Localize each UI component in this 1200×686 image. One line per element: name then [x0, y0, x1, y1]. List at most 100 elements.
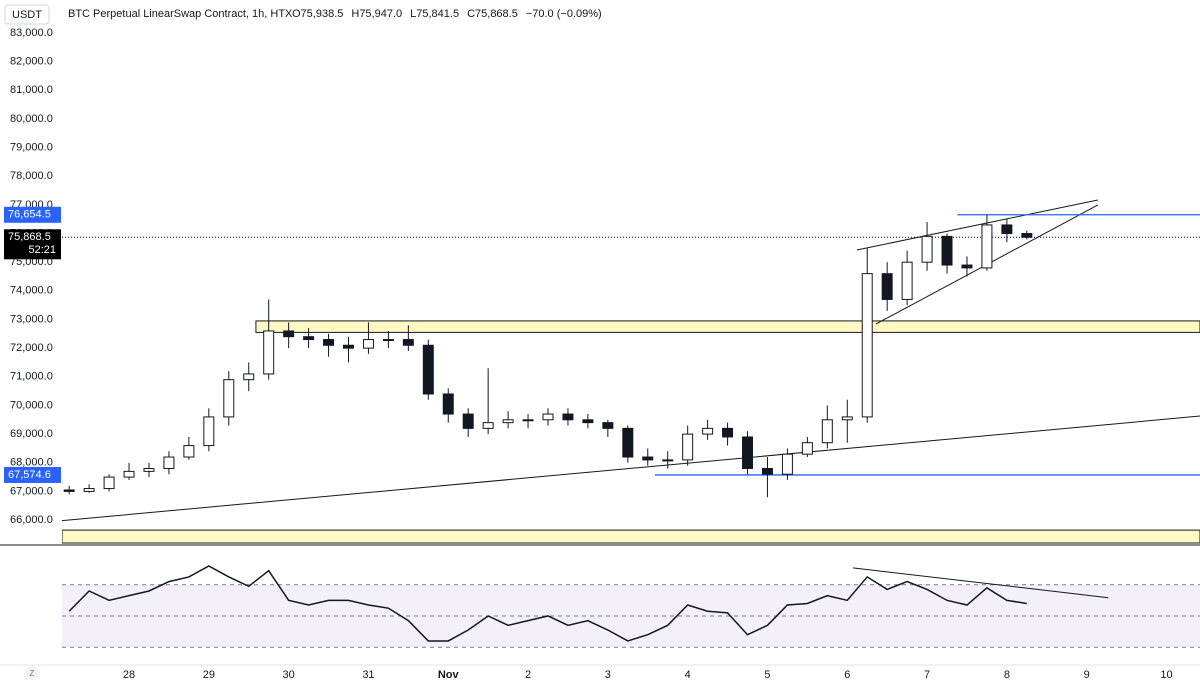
x-tick-label: Nov [438, 669, 460, 681]
ohlc-legend: O75,938.5 H75,947.0 L75,841.5 C75,868.5 −70.… [292, 8, 602, 20]
legend-value: −70.0 (−0.09%) [526, 8, 602, 20]
trend-line [62, 415, 1200, 522]
legend-value: C75,868.5 [467, 8, 518, 20]
y-tick-label: 82,000.0 [10, 56, 53, 68]
y-tick-label: 69,000.0 [10, 428, 53, 440]
candle-body [63, 489, 75, 492]
price-label: 75,868.5 [8, 231, 51, 243]
currency[interactable]: USDT [12, 9, 42, 21]
candle-body [682, 433, 694, 461]
candle-body [781, 453, 793, 475]
candle-body [582, 419, 594, 424]
x-tick-label: 28 [123, 669, 135, 681]
price-label: 67,574.6 [8, 469, 51, 481]
y-tick-label: 73,000.0 [10, 313, 53, 325]
rsi-line [68, 565, 1027, 642]
candle-body [482, 422, 494, 429]
candle-body [901, 261, 913, 300]
chart-title: BTC Perpetual LinearSwap Contract, 1h, H… [68, 8, 293, 20]
candle-body [422, 344, 434, 395]
candle-body [123, 470, 135, 478]
y-tick-label: 83,000.0 [10, 27, 53, 39]
candle-body [1001, 224, 1013, 235]
candle-body [143, 467, 155, 472]
candle-body [662, 459, 674, 462]
price-pane [62, 199, 1200, 544]
price-label-box [4, 229, 61, 260]
zone [255, 320, 1200, 333]
candle-body [243, 373, 255, 381]
x-tick-label: 9 [1084, 669, 1090, 681]
candle-body [343, 344, 354, 349]
y-tick-label: 80,000.0 [10, 113, 53, 125]
y-tick-label: 78,000.0 [10, 170, 53, 182]
candle-body [881, 273, 893, 300]
candle-body [941, 235, 953, 266]
candle-body [362, 339, 374, 349]
price-label: 76,654.5 [8, 209, 51, 221]
candle-body [542, 413, 554, 421]
candle-body [602, 422, 614, 429]
candle-body [861, 273, 873, 418]
candle-body [522, 419, 534, 422]
legend-value: L75,841.5 [410, 8, 459, 20]
y-tick-label: 66,000.0 [10, 514, 53, 526]
x-tick-label: 4 [685, 669, 691, 681]
candle-body [502, 419, 514, 424]
x-tick-label: 10 [1160, 669, 1172, 681]
x-tick-label: 6 [844, 669, 850, 681]
y-tick-label: 68,000.0 [10, 457, 53, 469]
trend-line [856, 199, 1098, 251]
candle-body [1021, 233, 1033, 238]
candle-body [83, 488, 95, 492]
candle-body [841, 416, 853, 421]
price-label-box [4, 206, 61, 223]
zoom-icon[interactable]: Z [30, 669, 35, 678]
y-tick-label: 67,000.0 [10, 485, 53, 497]
x-tick-label: 5 [764, 669, 770, 681]
candle-body [323, 339, 335, 346]
candle-body [402, 339, 414, 346]
legend-value: O75,938.5 [292, 8, 343, 20]
candle-body [103, 476, 115, 490]
candle-body [223, 379, 235, 418]
overlay: 66,000.0 67,000.0 68,000.0 69,000.0 70,000.0… [4, 27, 1173, 681]
y-tick-label: 70,000.0 [10, 399, 53, 411]
y-tick-label: 74,000.0 [10, 285, 53, 297]
candle-body [622, 427, 634, 458]
rsi-pane [62, 565, 1200, 648]
x-tick-label: 29 [203, 669, 215, 681]
y-tick-label: 81,000.0 [10, 84, 53, 96]
candle-body [702, 427, 714, 435]
candle-body [562, 413, 574, 421]
y-tick-label: 72,000.0 [10, 342, 53, 354]
candle-body [442, 393, 454, 415]
candle-body [283, 330, 295, 338]
candle-body [462, 413, 474, 429]
candle-body [722, 427, 734, 438]
candle-body [263, 330, 275, 375]
y-tick-label: 79,000.0 [10, 141, 53, 153]
candle-body [981, 224, 993, 269]
candle-body [382, 339, 394, 342]
x-tick-label: 31 [362, 669, 374, 681]
candle-body [303, 336, 315, 341]
candle-body [642, 456, 654, 461]
candle-body [203, 416, 215, 447]
x-tick-label: 8 [1004, 669, 1010, 681]
x-tick-label: 3 [605, 669, 611, 681]
candle-body [761, 467, 773, 475]
candle-body [921, 235, 933, 263]
x-tick-label: 30 [283, 669, 295, 681]
zone [62, 529, 1200, 544]
countdown: 52:21 [28, 244, 56, 256]
currency-box[interactable] [4, 4, 50, 25]
candle-body [183, 445, 195, 458]
zoom-button[interactable] [25, 666, 39, 680]
candle-body [961, 264, 973, 269]
candle-body [742, 436, 754, 469]
x-tick-label: 7 [924, 669, 930, 681]
y-tick-label: 71,000.0 [10, 371, 53, 383]
